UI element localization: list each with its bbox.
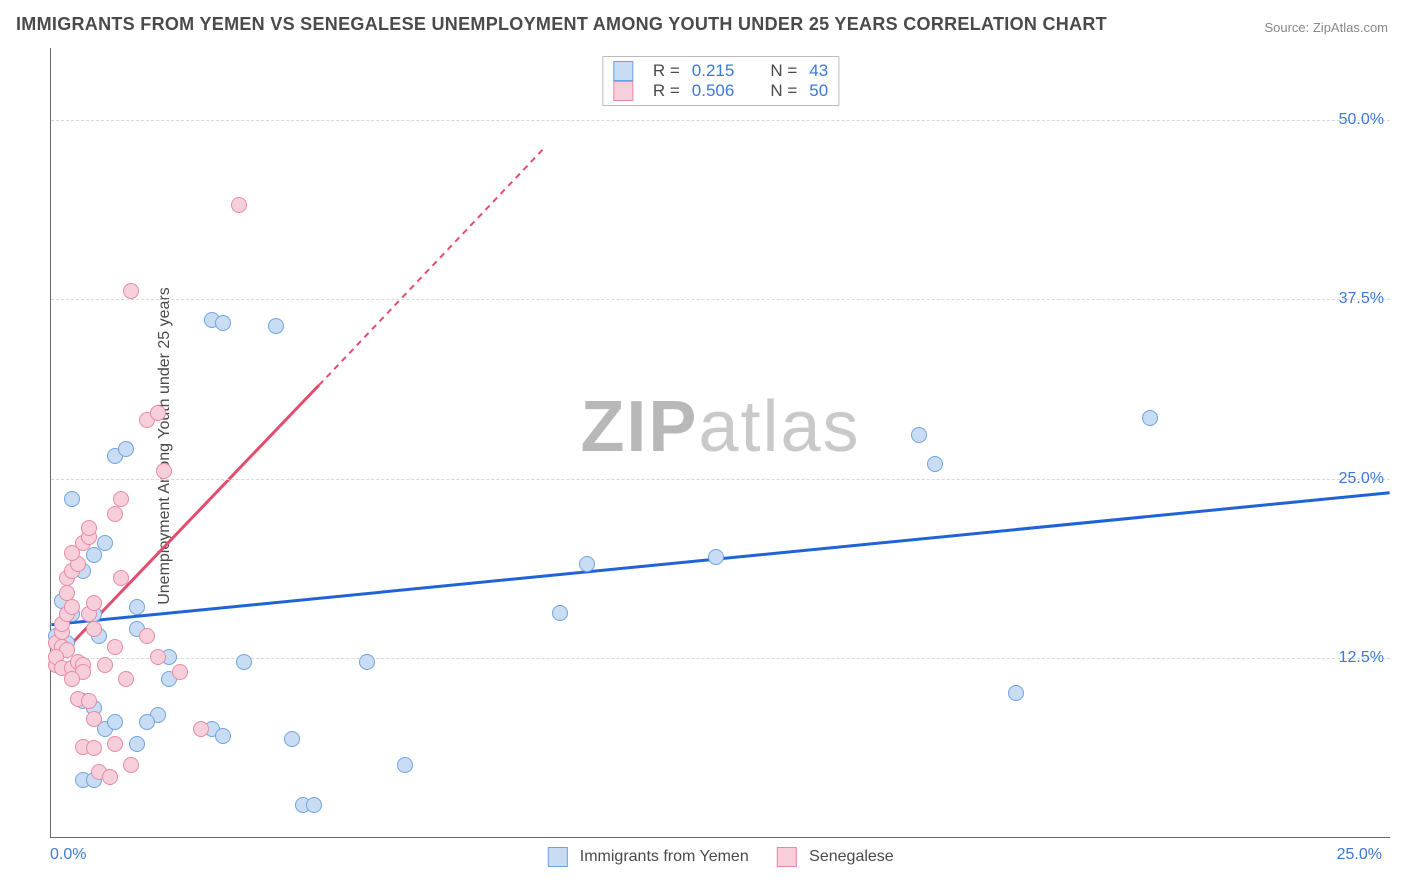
data-point-senegal [113,570,129,586]
stat-row-yemen: R = 0.215 N = 43 [613,61,828,81]
data-point-senegal [81,693,97,709]
data-point-senegal [139,628,155,644]
legend-item-senegal: Senegalese [777,847,894,867]
data-point-senegal [81,520,97,536]
data-point-senegal [102,769,118,785]
x-tick-zero: 0.0% [50,846,86,864]
gridline [51,479,1390,480]
gridline [51,120,1390,121]
data-point-yemen [268,318,284,334]
data-point-senegal [64,671,80,687]
data-point-senegal [86,740,102,756]
data-point-yemen [215,728,231,744]
data-point-yemen [86,547,102,563]
r-value: 0.215 [692,61,735,81]
data-point-yemen [129,736,145,752]
data-point-yemen [708,549,724,565]
y-tick-label: 50.0% [1339,111,1384,129]
stat-row-senegal: R = 0.506 N = 50 [613,81,828,101]
data-point-senegal [107,736,123,752]
data-point-senegal [113,491,129,507]
data-point-yemen [579,556,595,572]
data-point-yemen [139,714,155,730]
gridline [51,299,1390,300]
chart-title: IMMIGRANTS FROM YEMEN VS SENEGALESE UNEM… [16,14,1107,35]
watermark-zip: ZIP [580,387,698,467]
scatter-plot-area: ZIPatlas R = 0.215 N = 43 R = 0.506 N = … [50,48,1390,838]
gridline [51,658,1390,659]
n-value: 50 [809,81,828,101]
data-point-senegal [123,283,139,299]
data-point-yemen [1008,685,1024,701]
legend-label: Immigrants from Yemen [580,848,749,865]
data-point-senegal [231,197,247,213]
trend-lines [51,48,1390,837]
data-point-senegal [150,649,166,665]
legend-item-yemen: Immigrants from Yemen [547,847,748,867]
r-label: R = [653,81,680,101]
y-tick-label: 37.5% [1339,290,1384,308]
legend-label: Senegalese [809,848,894,865]
data-point-senegal [86,711,102,727]
swatch-icon [547,847,567,867]
data-point-yemen [236,654,252,670]
data-point-yemen [359,654,375,670]
data-point-yemen [284,731,300,747]
data-point-senegal [193,721,209,737]
n-label: N = [770,81,797,101]
r-label: R = [653,61,680,81]
n-label: N = [770,61,797,81]
data-point-yemen [306,797,322,813]
data-point-yemen [64,491,80,507]
data-point-senegal [64,599,80,615]
data-point-senegal [156,463,172,479]
data-point-senegal [123,757,139,773]
data-point-yemen [129,599,145,615]
data-point-senegal [97,657,113,673]
stat-legend: R = 0.215 N = 43 R = 0.506 N = 50 [602,56,839,106]
data-point-senegal [86,595,102,611]
data-point-yemen [97,535,113,551]
data-point-senegal [59,585,75,601]
data-point-yemen [397,757,413,773]
watermark-atlas: atlas [698,387,860,467]
data-point-yemen [911,427,927,443]
data-point-yemen [927,456,943,472]
swatch-icon [613,61,633,81]
data-point-senegal [86,621,102,637]
data-point-senegal [172,664,188,680]
data-point-yemen [118,441,134,457]
data-point-yemen [107,714,123,730]
series-legend: Immigrants from Yemen Senegalese [547,847,893,867]
source-attribution: Source: ZipAtlas.com [1264,20,1388,35]
y-tick-label: 25.0% [1339,470,1384,488]
data-point-senegal [150,405,166,421]
data-point-yemen [552,605,568,621]
data-point-senegal [107,506,123,522]
swatch-icon [777,847,797,867]
watermark: ZIPatlas [580,386,860,468]
n-value: 43 [809,61,828,81]
r-value: 0.506 [692,81,735,101]
data-point-yemen [215,315,231,331]
x-tick-max: 25.0% [1337,846,1382,864]
data-point-senegal [118,671,134,687]
y-tick-label: 12.5% [1339,649,1384,667]
swatch-icon [613,81,633,101]
data-point-yemen [1142,410,1158,426]
data-point-senegal [107,639,123,655]
